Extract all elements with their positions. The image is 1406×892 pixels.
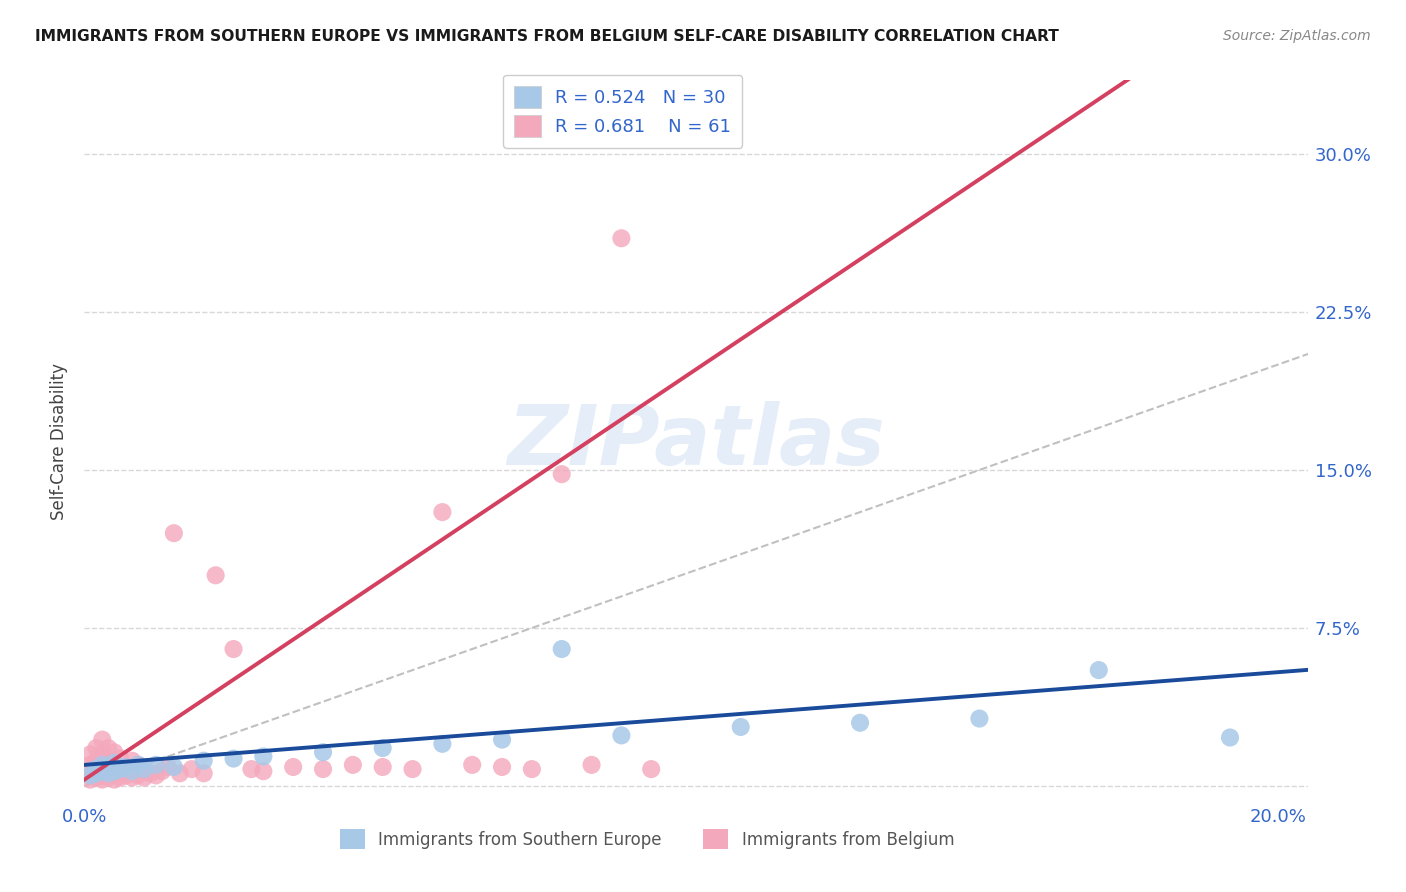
Point <box>312 762 335 776</box>
Point <box>163 526 186 541</box>
Point <box>121 764 143 779</box>
Point <box>551 642 574 657</box>
Point <box>132 762 155 776</box>
Point <box>97 741 120 756</box>
Point <box>79 764 101 779</box>
Point <box>849 715 872 730</box>
Point <box>91 764 114 779</box>
Point <box>132 762 155 776</box>
Point <box>150 764 173 779</box>
Point <box>730 720 752 734</box>
Point <box>551 467 574 482</box>
Point <box>103 772 125 787</box>
Point <box>491 732 513 747</box>
Point <box>610 728 633 742</box>
Point <box>252 764 274 779</box>
Point <box>108 771 131 785</box>
Point <box>103 756 125 770</box>
Point <box>610 231 633 245</box>
Point <box>121 764 143 779</box>
Point <box>169 766 191 780</box>
Point <box>79 768 101 782</box>
Point <box>103 745 125 759</box>
Point <box>252 749 274 764</box>
Point <box>432 505 454 519</box>
Point <box>97 764 120 779</box>
Point <box>432 737 454 751</box>
Point <box>103 757 125 772</box>
Point <box>145 768 167 782</box>
Point <box>79 768 101 782</box>
Point <box>193 766 215 780</box>
Point <box>108 762 131 776</box>
Point <box>91 756 114 770</box>
Point <box>84 766 107 780</box>
Point <box>121 771 143 785</box>
Point <box>84 741 107 756</box>
Point <box>127 768 149 782</box>
Point <box>401 762 423 776</box>
Text: IMMIGRANTS FROM SOUTHERN EUROPE VS IMMIGRANTS FROM BELGIUM SELF-CARE DISABILITY : IMMIGRANTS FROM SOUTHERN EUROPE VS IMMIG… <box>35 29 1059 44</box>
Point <box>79 772 101 787</box>
Point <box>91 768 114 782</box>
Point <box>115 768 138 782</box>
Point <box>108 751 131 765</box>
Point <box>97 754 120 768</box>
Point <box>163 760 186 774</box>
Point <box>969 712 991 726</box>
Point <box>139 766 162 780</box>
Point <box>127 757 149 772</box>
Point <box>520 762 543 776</box>
Point <box>156 760 179 774</box>
Point <box>115 760 138 774</box>
Point <box>115 760 138 774</box>
Point <box>84 762 107 776</box>
Text: Source: ZipAtlas.com: Source: ZipAtlas.com <box>1223 29 1371 43</box>
Point <box>240 762 263 776</box>
Point <box>121 754 143 768</box>
Point <box>342 757 364 772</box>
Point <box>312 745 335 759</box>
Point <box>97 760 120 774</box>
Point <box>91 762 114 776</box>
Point <box>91 757 114 772</box>
Point <box>91 747 114 762</box>
Point <box>84 766 107 780</box>
Point <box>84 762 107 776</box>
Point <box>97 771 120 785</box>
Point <box>97 766 120 780</box>
Point <box>222 642 245 657</box>
Point <box>91 772 114 787</box>
Point <box>84 754 107 768</box>
Point <box>79 747 101 762</box>
Point <box>461 757 484 772</box>
Point <box>91 732 114 747</box>
Point <box>84 771 107 785</box>
Point <box>283 760 305 774</box>
Point <box>204 568 226 582</box>
Point <box>132 771 155 785</box>
Point <box>108 762 131 776</box>
Point <box>145 757 167 772</box>
Point <box>180 762 202 776</box>
Text: ZIPatlas: ZIPatlas <box>508 401 884 482</box>
Point <box>1087 663 1109 677</box>
Point <box>640 762 662 776</box>
Point <box>103 766 125 780</box>
Point <box>371 741 394 756</box>
Y-axis label: Self-Care Disability: Self-Care Disability <box>51 363 69 520</box>
Point <box>1219 731 1241 745</box>
Point <box>222 751 245 765</box>
Point <box>193 754 215 768</box>
Point <box>79 757 101 772</box>
Legend: Immigrants from Southern Europe, Immigrants from Belgium: Immigrants from Southern Europe, Immigra… <box>333 822 960 856</box>
Point <box>491 760 513 774</box>
Point <box>371 760 394 774</box>
Point <box>127 757 149 772</box>
Point <box>103 764 125 779</box>
Point <box>581 757 603 772</box>
